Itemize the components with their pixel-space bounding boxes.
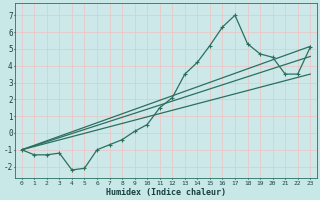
X-axis label: Humidex (Indice chaleur): Humidex (Indice chaleur) bbox=[106, 188, 226, 197]
